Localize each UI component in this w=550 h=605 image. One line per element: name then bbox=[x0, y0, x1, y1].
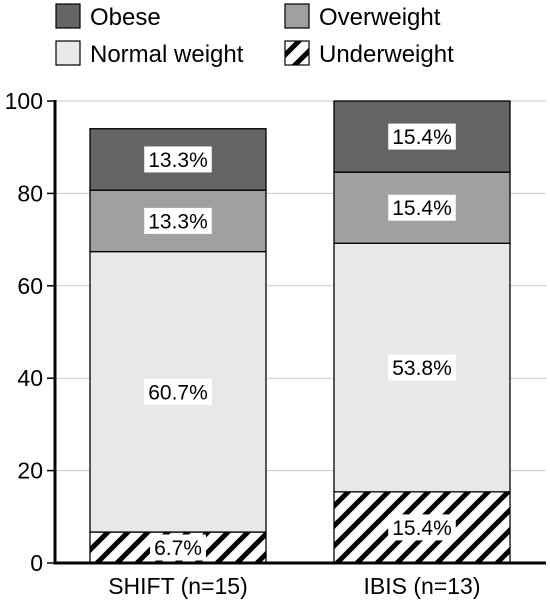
data-label-bg bbox=[144, 146, 212, 173]
data-labels: 6.7% 60.7% 13.3% 13.3% SHIFT (n=15) 15.4% 53.8… bbox=[108, 123, 481, 599]
data-label-overweight: 15.4% bbox=[388, 194, 456, 221]
x-tick-label: SHIFT (n=15) bbox=[108, 573, 248, 599]
data-label-obese: 15.4% bbox=[388, 123, 456, 150]
data-label-bg bbox=[388, 194, 456, 221]
data-label-bg bbox=[388, 354, 456, 381]
y-tick-label: 100 bbox=[5, 88, 43, 114]
data-label-text: 13.3% bbox=[148, 149, 208, 172]
data-label-text: 15.4% bbox=[392, 517, 452, 540]
legend-swatch-obese bbox=[55, 3, 81, 29]
data-label-bg bbox=[150, 534, 206, 561]
legend-swatch-underweight bbox=[284, 40, 310, 66]
legend-swatch-normal-weight bbox=[55, 40, 81, 66]
data-label-text: 53.8% bbox=[392, 357, 452, 380]
data-label-bg bbox=[144, 378, 212, 405]
data-label-bg bbox=[144, 207, 212, 234]
axes: 0 20 40 60 80 100 bbox=[5, 88, 546, 576]
bar-ibis-n-13 bbox=[333, 100, 511, 564]
y-tick-label: 80 bbox=[17, 180, 43, 206]
bars bbox=[89, 100, 511, 564]
data-label-obese: 13.3% bbox=[144, 146, 212, 173]
legend-swatch-overweight bbox=[284, 3, 310, 29]
legend-item-obese: Obese bbox=[55, 3, 161, 31]
legend-item-underweight: Underweight bbox=[284, 40, 454, 68]
data-label-text: 15.4% bbox=[392, 126, 452, 149]
legend-item-normal-weight: Normal weight bbox=[55, 40, 244, 68]
y-tick-label: 40 bbox=[17, 365, 43, 391]
data-label-text: 6.7% bbox=[154, 537, 202, 560]
data-label-underweight: 15.4% bbox=[388, 514, 456, 541]
data-label-text: 13.3% bbox=[148, 210, 208, 233]
legend-item-overweight: Overweight bbox=[284, 3, 441, 31]
legend-label-obese: Obese bbox=[90, 4, 161, 31]
legend-label-normal-weight: Normal weight bbox=[90, 41, 244, 68]
data-label-text: 60.7% bbox=[148, 381, 208, 404]
data-label-bg bbox=[388, 123, 456, 150]
y-tick-label: 0 bbox=[30, 550, 43, 576]
data-label-normal-weight: 60.7% bbox=[144, 378, 212, 405]
y-tick-label: 60 bbox=[17, 273, 43, 299]
legend-label-underweight: Underweight bbox=[319, 41, 454, 68]
data-label-text: 15.4% bbox=[392, 197, 452, 220]
data-label-overweight: 13.3% bbox=[144, 207, 212, 234]
bar-shift-n-15 bbox=[89, 128, 267, 564]
data-label-normal-weight: 53.8% bbox=[388, 354, 456, 381]
x-tick-label: IBIS (n=13) bbox=[364, 573, 481, 599]
data-label-bg bbox=[388, 514, 456, 541]
data-label-underweight: 6.7% bbox=[150, 534, 206, 561]
y-tick-label: 20 bbox=[17, 458, 43, 484]
legend-label-overweight: Overweight bbox=[319, 4, 441, 31]
legend: Obese Overweight Normal weight Underweight bbox=[55, 3, 454, 68]
